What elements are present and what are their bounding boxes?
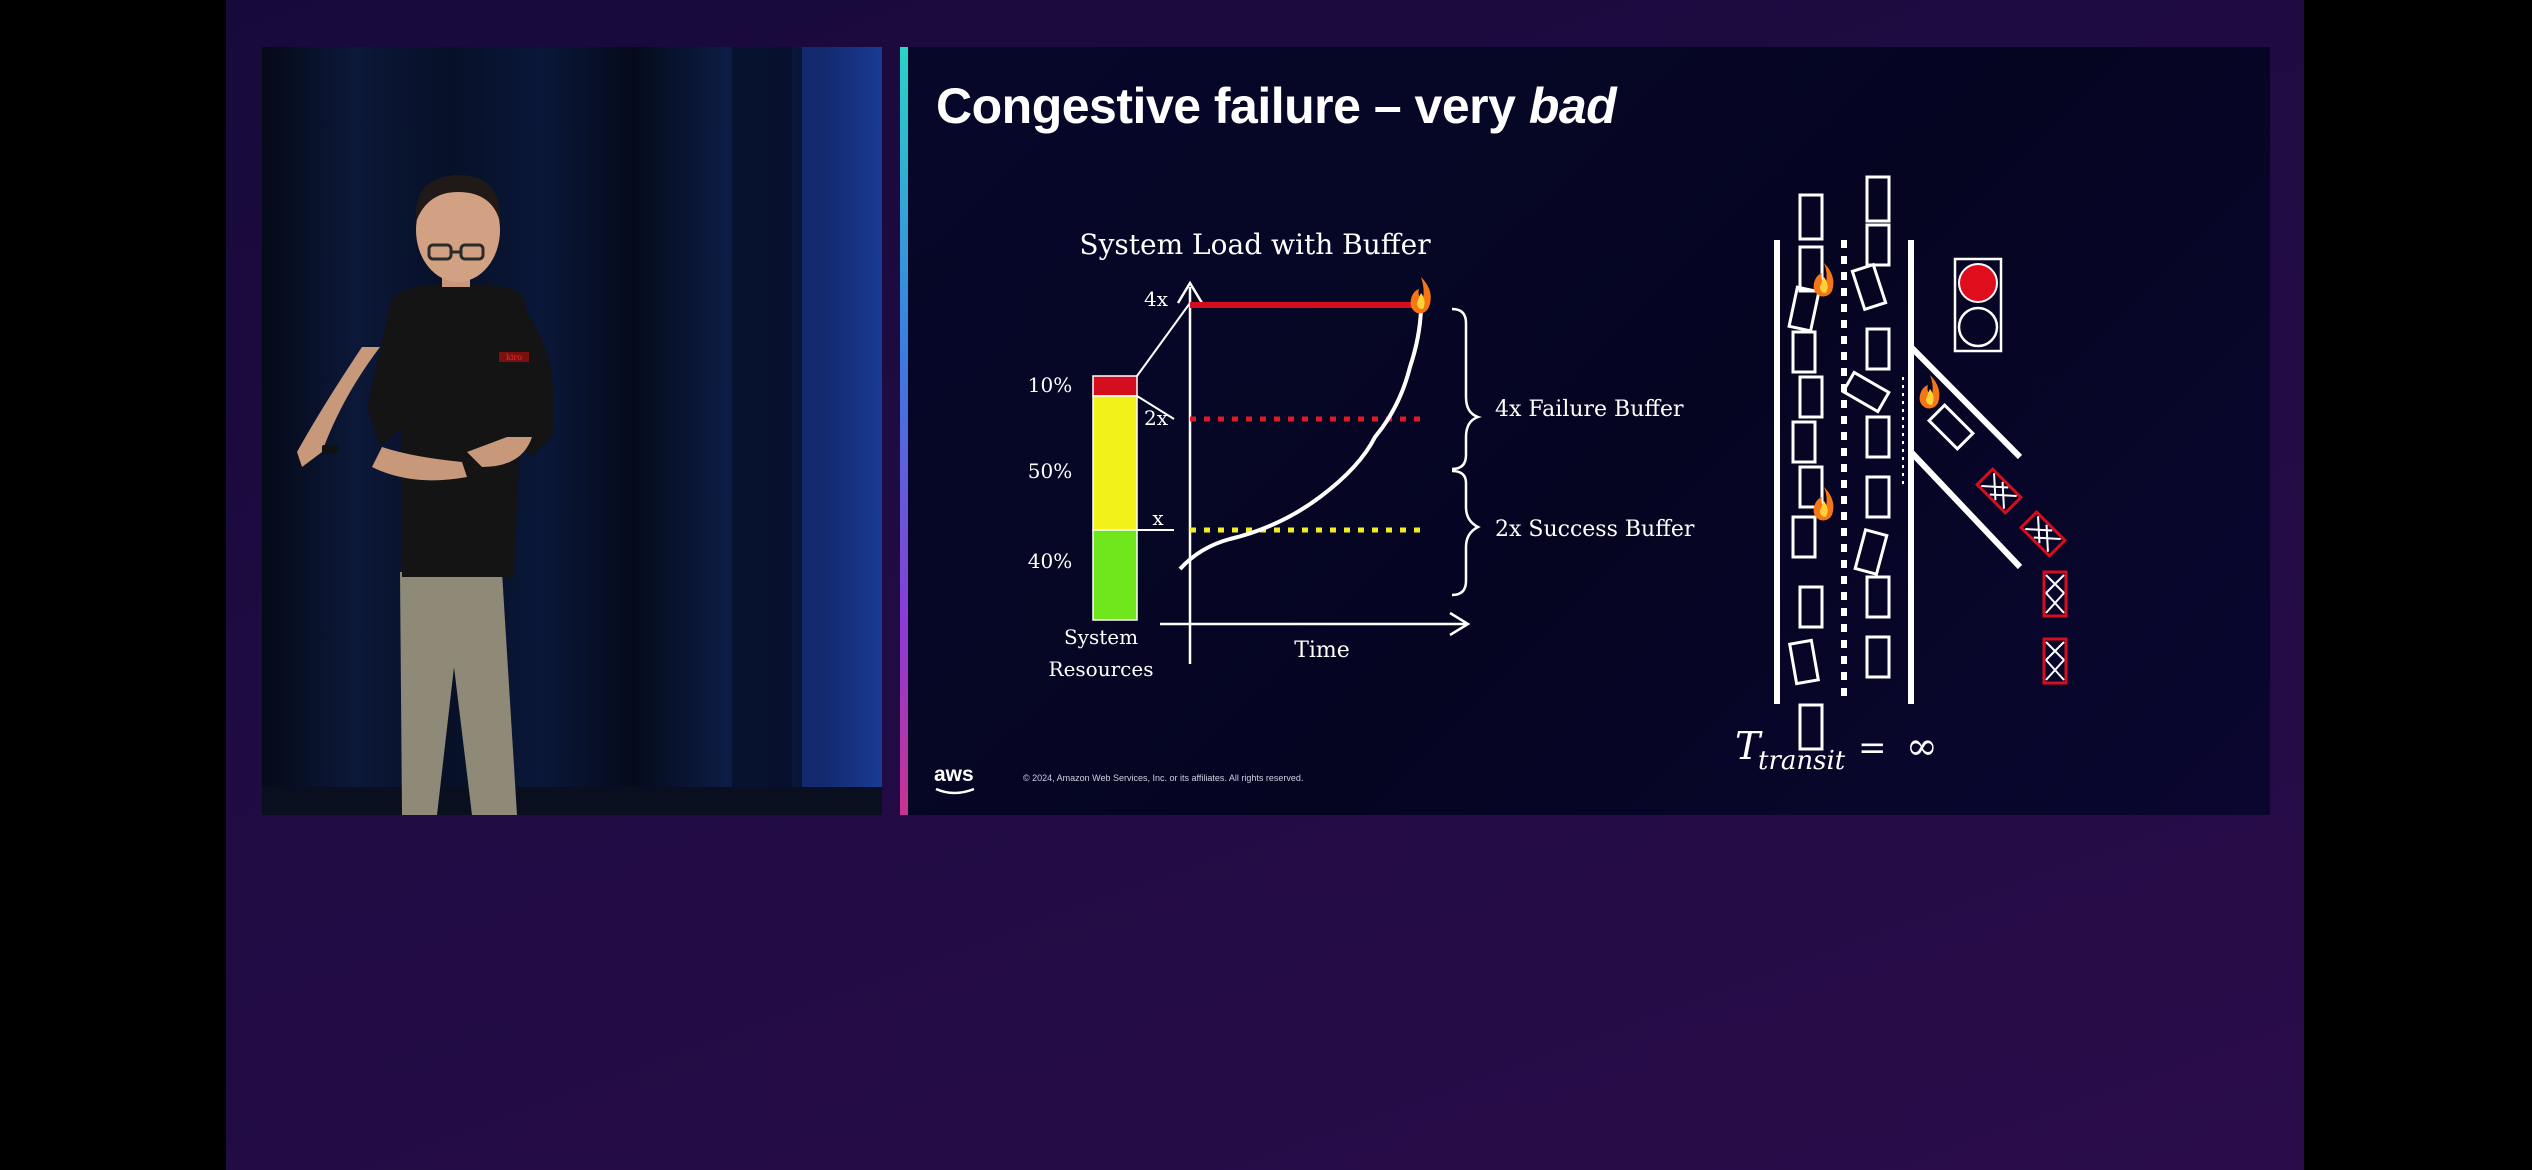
slide-title-main: Congestive failure – very [936,78,1529,134]
fire-icon [1813,487,1834,521]
success-buffer-brace [1451,469,1481,597]
chart-title: System Load with Buffer [1079,228,1431,261]
speaker-video-feed: kiro [262,47,882,815]
slide-title-emphasis: bad [1528,78,1617,134]
resource-axis-label-1: System [1064,625,1138,649]
slide-accent-bar [900,47,908,815]
speaker-illustration: kiro [262,47,882,815]
load-curve [1178,308,1423,571]
traffic-light-icon [1953,257,2003,353]
copyright-notice: © 2024, Amazon Web Services, Inc. or its… [1023,773,1304,783]
formula-symbol: T [1735,724,1763,768]
y-tick-4x: 4x [1144,287,1169,311]
success-buffer-label: 2x Success Buffer [1495,517,1695,542]
resource-axis-label-2: Resources [1049,657,1154,681]
x-axis-label: Time [1294,638,1350,663]
presentation-slide: Congestive failure – very bad System Loa… [900,47,2270,815]
traffic-jam-diagram [1774,175,2023,751]
failure-buffer-brace [1451,307,1482,471]
resource-label-10: 10% [1028,373,1072,397]
fire-icon [1410,277,1431,314]
speaker-shirt [367,284,542,577]
resource-bar-green [1092,529,1138,621]
resource-bar-yellow [1092,395,1138,531]
transit-time-formula: T transit = ∞ [1735,724,1938,776]
resource-label-50: 50% [1028,459,1072,483]
y-tick-2x: 2x [1144,406,1169,430]
formula-infinity: ∞ [1906,724,1938,768]
y-tick-x: x [1152,506,1164,530]
formula-equals: = [1858,728,1887,768]
formula-subscript: transit [1758,746,1846,776]
fire-icon [1919,375,1940,409]
speaker-head [416,178,500,282]
shirt-logo-text: kiro [506,353,522,362]
resource-label-40: 40% [1028,549,1072,573]
aws-logo: aws [934,763,974,786]
crashed-cars [1974,466,2068,685]
aws-smile-icon [935,787,975,795]
failure-buffer-label: 4x Failure Buffer [1495,397,1684,422]
fire-icon [1813,263,1834,297]
speaker-trousers [400,572,517,815]
slide-title: Congestive failure – very bad [936,77,1617,135]
resource-bar-red [1092,375,1138,397]
slide-diagrams: System Load with Buffer 10% 50% 40% Syst… [1028,175,2068,776]
